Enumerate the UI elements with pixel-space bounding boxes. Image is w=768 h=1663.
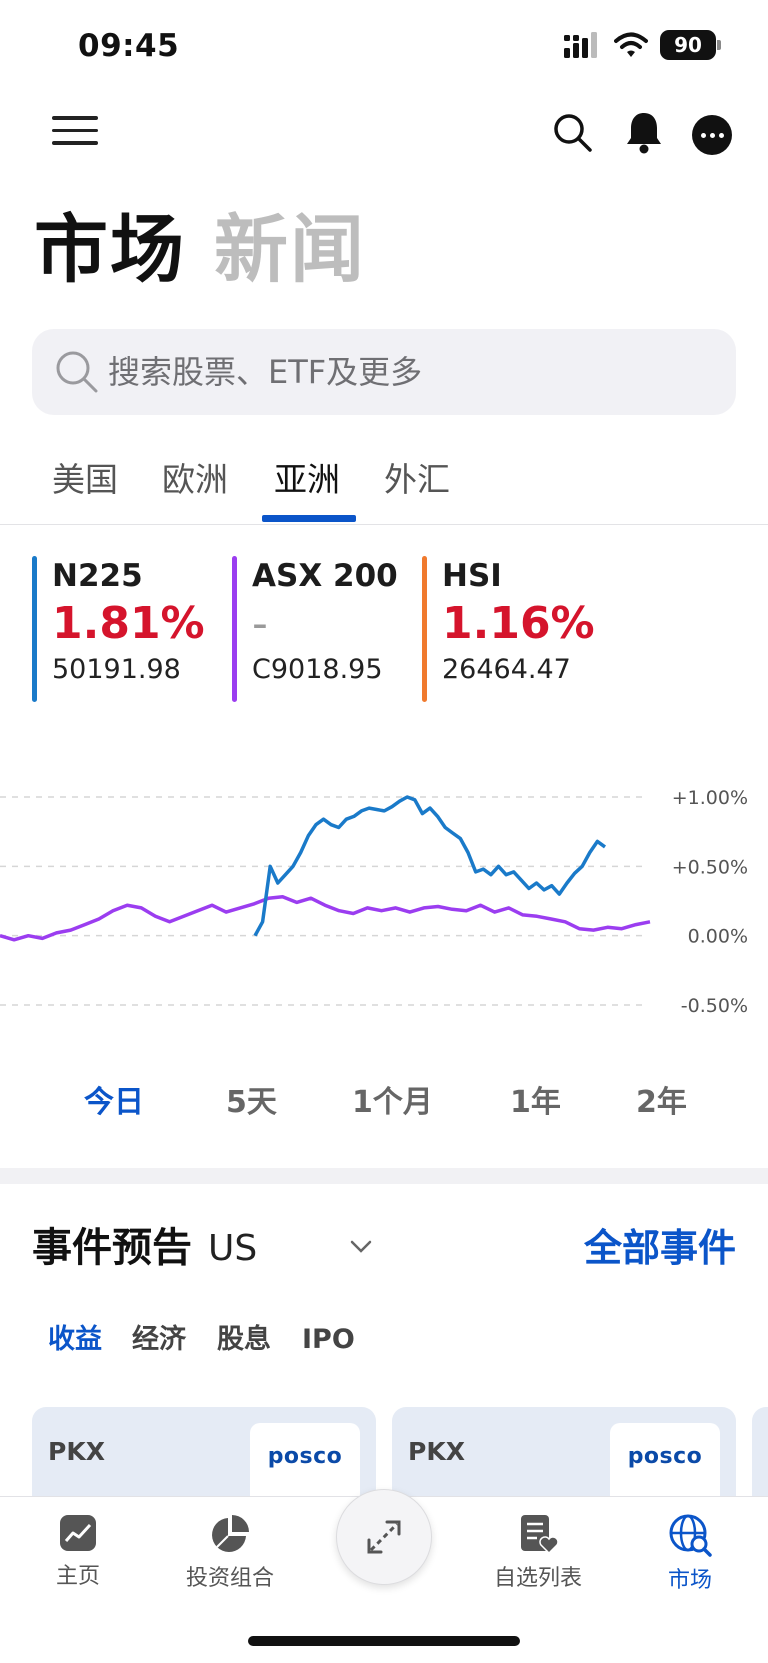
nav-home[interactable]: 主页	[8, 1513, 148, 1591]
battery-indicator: 90	[660, 30, 721, 60]
events-tab-earnings[interactable]: 收益	[48, 1324, 102, 1355]
company-logo: posco	[250, 1423, 360, 1497]
active-tab-indicator	[262, 515, 356, 522]
index-value: C9018.95	[252, 654, 383, 685]
event-ticker: PKX	[408, 1437, 465, 1466]
nav-label: 自选列表	[493, 1566, 582, 1591]
hamburger-menu-icon[interactable]	[52, 116, 98, 146]
nav-portfolio[interactable]: 投资组合	[160, 1513, 300, 1593]
index-card-hsi[interactable]: HSI 1.16% 26464.47	[422, 556, 602, 702]
company-logo: posco	[610, 1423, 720, 1497]
index-chart[interactable]: +1.00% +0.50% 0.00% -0.50%	[0, 770, 768, 1040]
series-color-bar	[32, 556, 37, 702]
event-card[interactable]: PKX posco	[392, 1407, 736, 1497]
event-card-peek[interactable]	[752, 1407, 768, 1497]
wifi-icon	[614, 32, 648, 57]
events-tab-ipo[interactable]: IPO	[302, 1324, 355, 1355]
expand-arrows-icon	[367, 1520, 401, 1554]
more-options-icon[interactable]	[692, 115, 732, 155]
y-tick-label: -0.50%	[681, 995, 748, 1017]
events-tab-dividends[interactable]: 股息	[217, 1324, 271, 1355]
events-tab-economy[interactable]: 经济	[132, 1324, 186, 1355]
bottom-nav: 主页 投资组合 自选列表	[0, 1489, 768, 1663]
range-2y[interactable]: 2年	[636, 1085, 687, 1120]
series-line-asx200	[0, 895, 651, 942]
index-name: HSI	[442, 558, 502, 594]
pie-chart-icon	[212, 1515, 249, 1552]
tab-news-title[interactable]: 新闻	[214, 207, 366, 293]
index-card-asx200[interactable]: ASX 200 - C9018.95	[232, 556, 412, 702]
index-value: 50191.98	[52, 654, 181, 685]
y-tick-label: +1.00%	[672, 787, 748, 809]
y-tick-label: 0.00%	[688, 926, 748, 948]
globe-search-icon	[669, 1514, 712, 1557]
nav-market[interactable]: 市场	[620, 1513, 760, 1595]
index-value: 26464.47	[442, 654, 571, 685]
section-divider	[0, 1168, 768, 1184]
tab-europe[interactable]: 欧洲	[162, 460, 228, 499]
range-today[interactable]: 今日	[84, 1085, 144, 1120]
all-events-link[interactable]: 全部事件	[583, 1226, 736, 1270]
series-color-bar	[232, 556, 237, 702]
nav-label: 市场	[667, 1568, 712, 1593]
range-5d[interactable]: 5天	[226, 1085, 277, 1120]
event-card[interactable]: PKX posco	[32, 1407, 376, 1497]
index-name: ASX 200	[252, 558, 398, 594]
index-change: 1.16%	[442, 598, 595, 649]
nav-watchlist[interactable]: 自选列表	[468, 1513, 608, 1593]
series-line-n225	[253, 795, 607, 937]
index-name: N225	[52, 558, 143, 594]
event-ticker: PKX	[48, 1437, 105, 1466]
home-indicator	[248, 1636, 520, 1646]
expand-button[interactable]	[336, 1489, 432, 1585]
range-1y[interactable]: 1年	[510, 1085, 561, 1120]
index-change: -	[252, 598, 268, 649]
tab-forex[interactable]: 外汇	[384, 460, 450, 499]
range-1m[interactable]: 1个月	[352, 1085, 433, 1120]
events-title: 事件预告	[32, 1225, 192, 1271]
index-change: 1.81%	[52, 598, 205, 649]
tab-divider	[0, 524, 768, 525]
tab-asia[interactable]: 亚洲	[274, 460, 340, 499]
tab-us[interactable]: 美国	[52, 460, 118, 499]
cellular-signal-icon	[564, 32, 597, 58]
bell-icon[interactable]	[624, 110, 664, 154]
tab-market-title[interactable]: 市场	[34, 207, 186, 293]
status-icons: 90	[564, 30, 721, 60]
status-time: 09:45	[78, 28, 180, 64]
search-input[interactable]: 搜索股票、ETF及更多	[32, 329, 736, 415]
events-region-select[interactable]: US	[208, 1228, 258, 1269]
nav-label: 投资组合	[185, 1566, 274, 1591]
home-chart-icon	[60, 1515, 96, 1551]
battery-level: 90	[674, 33, 702, 57]
y-tick-label: +0.50%	[672, 856, 748, 878]
index-card-n225[interactable]: N225 1.81% 50191.98	[32, 556, 212, 702]
series-color-bar	[422, 556, 427, 702]
search-icon	[56, 351, 98, 393]
chevron-down-icon[interactable]	[350, 1240, 372, 1254]
search-icon[interactable]	[552, 112, 594, 154]
search-placeholder: 搜索股票、ETF及更多	[108, 353, 423, 391]
chart-svg: +1.00% +0.50% 0.00% -0.50%	[0, 787, 748, 1017]
nav-label: 主页	[55, 1564, 100, 1589]
watchlist-icon	[521, 1515, 559, 1555]
